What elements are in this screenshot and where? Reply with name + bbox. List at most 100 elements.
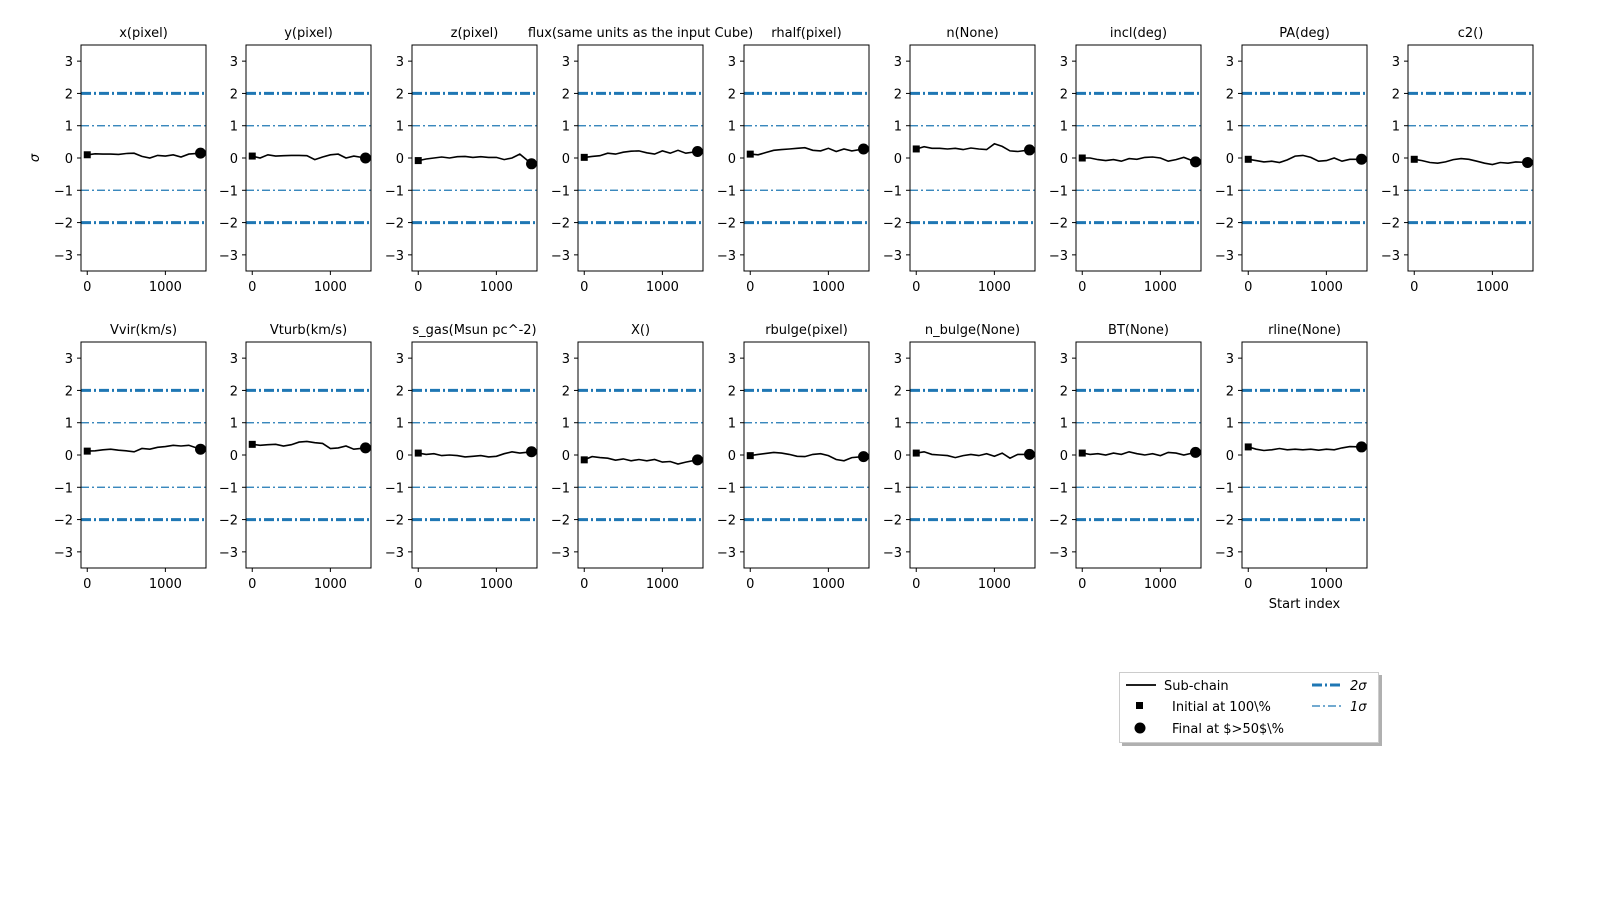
- subchain-line: [1248, 445, 1362, 452]
- y-tick-label: 2: [894, 87, 902, 102]
- y-tick-label: 1: [396, 120, 404, 135]
- x-tick-label: 0: [1078, 280, 1086, 295]
- y-tick-label: 3: [562, 352, 570, 367]
- subplot-title: n_bulge(None): [925, 323, 1020, 338]
- y-tick-label: −2: [54, 514, 73, 529]
- y-tick-label: −3: [1381, 249, 1400, 264]
- y-tick-label: 0: [396, 152, 404, 167]
- axes-frame: [743, 44, 870, 272]
- subplot-title: X(): [631, 323, 650, 338]
- axes-frame: [245, 341, 372, 569]
- final-marker: [1356, 441, 1368, 453]
- subchain-line: [750, 451, 864, 462]
- y-tick-label: −1: [1215, 481, 1234, 496]
- subplot-5: −3 −2 −1 0 1 2 3 0 1000 n(None): [883, 26, 1036, 295]
- y-tick-label: −3: [219, 249, 238, 264]
- x-tick-label: 1000: [149, 280, 182, 295]
- y-tick-label: −1: [717, 184, 736, 199]
- subplot-title: flux(same units as the input Cube): [528, 26, 753, 41]
- subplot-title: Vturb(km/s): [270, 323, 347, 338]
- subchain-line: [1414, 157, 1528, 166]
- y-tick-label: 1: [65, 120, 73, 135]
- final-marker: [195, 147, 207, 159]
- initial-marker: [746, 452, 754, 460]
- y-tick-label: −3: [1215, 546, 1234, 561]
- y-tick-label: −2: [385, 217, 404, 232]
- y-tick-label: 1: [65, 417, 73, 432]
- y-tick-label: −1: [883, 481, 902, 496]
- final-marker: [360, 152, 372, 164]
- subplot-title: y(pixel): [284, 26, 333, 41]
- x-tick-label: 1000: [812, 577, 845, 592]
- x-tick-label: 1000: [812, 280, 845, 295]
- x-axis-label: Start index: [1269, 597, 1341, 612]
- y-tick-label: −3: [717, 249, 736, 264]
- initial-marker: [414, 449, 422, 457]
- y-tick-label: −3: [1049, 546, 1068, 561]
- subplot-3: −3 −2 −1 0 1 2 3 0 1000 flux(same units as the in…: [528, 26, 753, 295]
- y-tick-label: −1: [1215, 184, 1234, 199]
- y-tick-label: 0: [230, 152, 238, 167]
- legend-final-swatch: [1134, 722, 1146, 734]
- initial-marker: [248, 440, 256, 448]
- subplot-title: s_gas(Msun pc^-2): [412, 323, 536, 338]
- y-tick-label: −3: [54, 546, 73, 561]
- subplot-title: incl(deg): [1110, 26, 1167, 41]
- y-tick-label: 3: [65, 352, 73, 367]
- final-marker: [526, 158, 538, 170]
- y-tick-label: −2: [717, 217, 736, 232]
- y-tick-label: −1: [54, 481, 73, 496]
- subchain-line: [252, 440, 366, 451]
- y-tick-label: 3: [1060, 55, 1068, 70]
- y-tick-label: 2: [1060, 87, 1068, 102]
- y-tick-label: 2: [1060, 384, 1068, 399]
- subplot-7: −3 −2 −1 0 1 2 3 0 1000 PA(deg): [1215, 26, 1368, 295]
- y-tick-label: 2: [1226, 384, 1234, 399]
- y-tick-label: 1: [1392, 120, 1400, 135]
- x-tick-label: 1000: [1476, 280, 1509, 295]
- subplot-title: Vvir(km/s): [110, 323, 177, 338]
- legend-subchain-label: Sub-chain: [1164, 679, 1229, 694]
- y-tick-label: 1: [728, 417, 736, 432]
- final-marker: [858, 143, 870, 155]
- y-tick-label: 3: [396, 55, 404, 70]
- y-tick-label: 0: [894, 152, 902, 167]
- y-tick-label: −1: [551, 184, 570, 199]
- final-marker: [1356, 153, 1368, 165]
- legend-initial-label: Initial at 100\%: [1172, 700, 1271, 715]
- y-tick-label: −2: [717, 514, 736, 529]
- axes-frame: [577, 44, 704, 272]
- initial-marker: [912, 145, 920, 153]
- subplot-1: −3 −2 −1 0 1 2 3 0 1000 y(pixel): [219, 26, 372, 295]
- y-tick-label: 1: [894, 417, 902, 432]
- legend-initial-swatch: [1136, 702, 1143, 709]
- y-tick-label: −3: [883, 249, 902, 264]
- subchain-line: [916, 450, 1030, 460]
- initial-marker: [1410, 155, 1418, 163]
- y-tick-label: 1: [230, 120, 238, 135]
- y-tick-label: −2: [1049, 514, 1068, 529]
- legend-final-label: Final at $>50$\%: [1172, 722, 1284, 737]
- initial-marker: [83, 151, 91, 159]
- legend-one-sigma-label: 1σ: [1350, 700, 1367, 715]
- x-tick-label: 0: [580, 577, 588, 592]
- x-tick-label: 1000: [1310, 280, 1343, 295]
- subplot-15: −3 −2 −1 0 1 2 3 0 1000 BT(None): [1049, 323, 1202, 592]
- y-tick-label: 1: [728, 120, 736, 135]
- y-tick-label: 1: [562, 417, 570, 432]
- final-marker: [1190, 446, 1202, 458]
- subplot-title: c2(): [1458, 26, 1484, 41]
- y-tick-label: −2: [883, 514, 902, 529]
- axes-frame: [577, 341, 704, 569]
- subchain-line: [1082, 450, 1196, 457]
- y-tick-label: 3: [1060, 352, 1068, 367]
- y-tick-label: −3: [54, 249, 73, 264]
- subplot-title: BT(None): [1108, 323, 1169, 338]
- subplot-9: −3 −2 −1 0 1 2 3 0 1000 Vvir(km/s): [54, 323, 207, 592]
- y-tick-label: 0: [1060, 449, 1068, 464]
- initial-marker: [580, 153, 588, 161]
- y-tick-label: 1: [230, 417, 238, 432]
- final-marker: [692, 146, 704, 158]
- y-tick-label: 1: [396, 417, 404, 432]
